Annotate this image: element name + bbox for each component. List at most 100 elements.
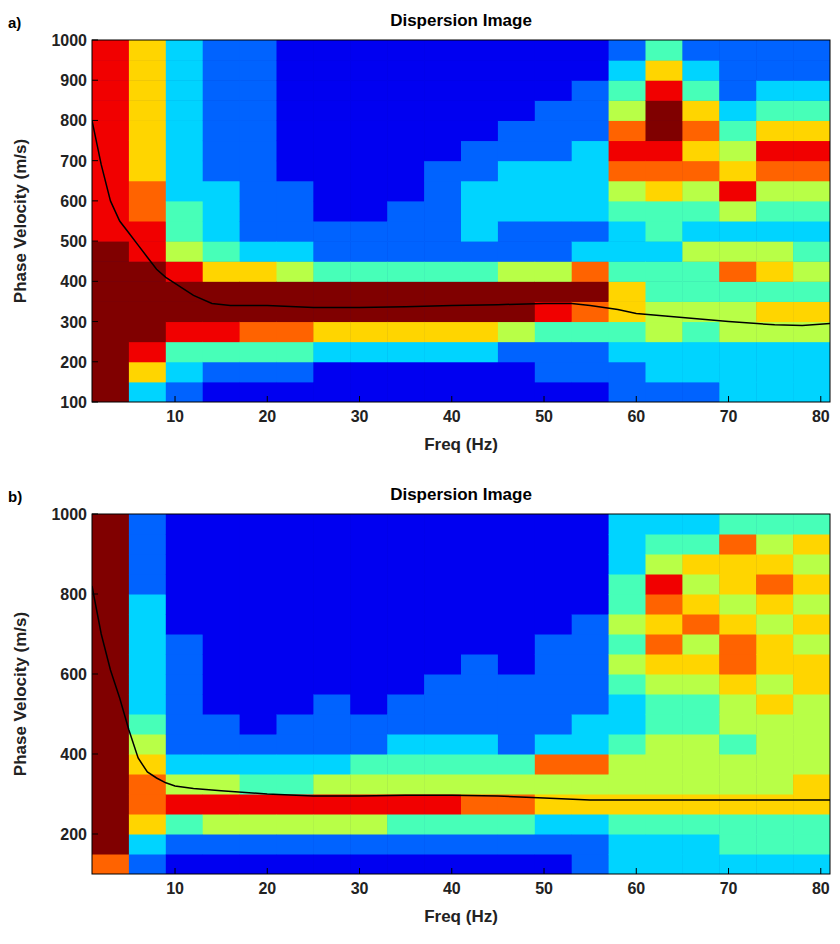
heat-cell [461,814,498,835]
heat-cell [350,60,387,81]
heat-cell [682,100,719,121]
y-tick-label: 100 [60,394,87,411]
heat-cell [719,141,756,162]
heat-cell [424,362,461,383]
heat-cell [646,362,683,383]
heat-cell [166,322,203,343]
heat-cell [240,241,277,262]
plot-area [92,40,830,402]
heat-cell [277,261,314,282]
y-tick [92,674,98,675]
heat-cell [129,534,166,555]
heat-cell [350,241,387,262]
heat-cell [92,854,129,874]
heat-cell [609,261,646,282]
heat-cell [535,181,572,202]
heat-cell [461,322,498,343]
heat-cell [387,754,424,775]
heat-cell [277,40,314,61]
heat-cell [682,614,719,635]
heat-cell [572,814,609,835]
heat-cell [609,281,646,302]
heat-cell [719,181,756,202]
heat-cell [92,574,129,595]
heat-cell [387,654,424,675]
heat-cell [277,534,314,555]
heat-cell [129,854,166,874]
heat-cell [572,554,609,575]
heat-cell [350,281,387,302]
heat-cell [498,654,535,675]
heat-cell [166,534,203,555]
heat-cell [240,342,277,363]
x-tick [267,396,268,402]
heat-cell [756,100,793,121]
heat-cell [719,221,756,242]
heat-cell [646,261,683,282]
heat-cell [461,181,498,202]
heat-cell [166,614,203,635]
heat-cell [350,714,387,735]
heat-cell [203,40,240,61]
title: Dispersion Image [390,485,532,504]
x-tick [820,868,821,874]
heat-cell [461,241,498,262]
heat-cell [129,554,166,575]
heat-cell [240,694,277,715]
heat-cell [756,281,793,302]
y-tick [92,754,98,755]
heat-cell [350,614,387,635]
heat-cell [498,594,535,615]
heat-cell [572,574,609,595]
heat-cell [682,120,719,141]
x-tick-label: 60 [627,880,645,897]
heat-cell [756,261,793,282]
heat-cell [793,674,830,695]
heat-cell [313,342,350,363]
heat-cell [756,674,793,695]
heat-cell [646,301,683,322]
heat-cell [646,161,683,182]
heat-cell [682,634,719,655]
heat-cell [572,362,609,383]
heat-cell [646,854,683,874]
heat-cell [350,201,387,222]
heat-cell [387,301,424,322]
heat-cell [646,554,683,575]
heat-cell [535,714,572,735]
frame [92,40,830,402]
heat-cell [498,221,535,242]
plot-area [92,514,830,874]
heat-cell [387,774,424,795]
heat-cell [609,734,646,755]
heat-cell [756,221,793,242]
heat-cell [350,382,387,402]
heat-cell [646,120,683,141]
heat-cell [461,714,498,735]
heat-cell [793,814,830,835]
heat-cell [793,634,830,655]
heat-cell [129,301,166,322]
heat-cell [646,40,683,61]
heat-cell [793,534,830,555]
heat-cell [461,40,498,61]
heat-cell [240,734,277,755]
heat-cell [609,774,646,795]
heat-cell [166,574,203,595]
heat-cell [387,80,424,101]
heat-cell [498,261,535,282]
heat-cell [719,554,756,575]
heat-cell [313,161,350,182]
x-tick [728,868,729,874]
heat-cell [350,594,387,615]
heat-cell [129,614,166,635]
heat-cell [92,40,129,61]
heat-cell [166,80,203,101]
heat-cell [498,574,535,595]
heat-cell [646,534,683,555]
heat-cell [535,574,572,595]
heat-cell [129,40,166,61]
heat-cell [387,854,424,874]
heat-cell [719,201,756,222]
heat-cell [92,100,129,121]
